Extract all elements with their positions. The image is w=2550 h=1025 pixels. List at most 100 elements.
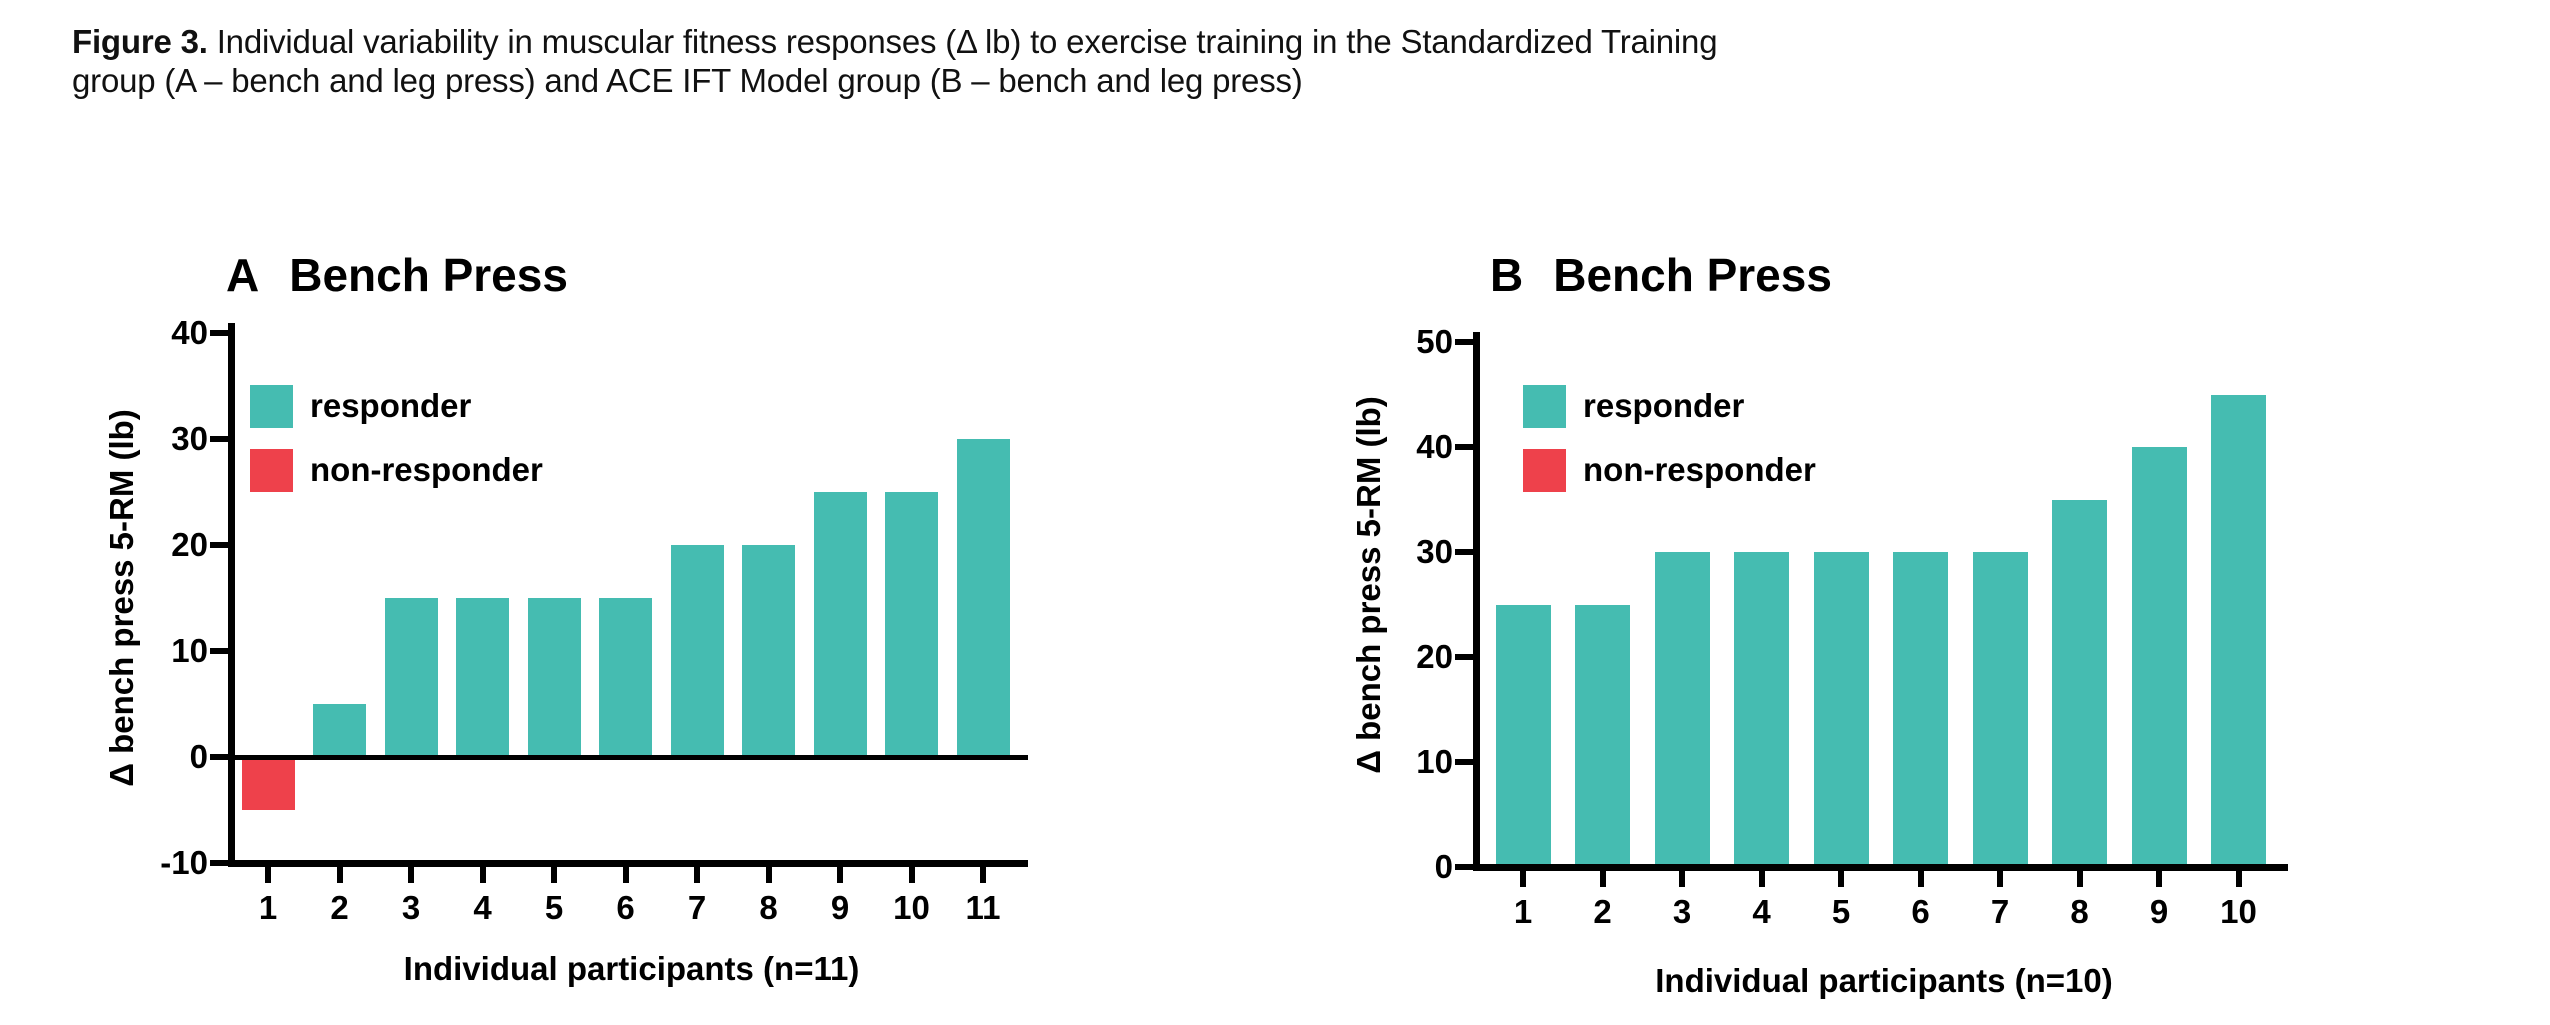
bar-a-participant-3: [384, 598, 438, 757]
chart-a-x-tick-10: [908, 867, 915, 883]
chart-b-x-tick-10: [2235, 871, 2242, 887]
chart-b-y-tick-label-50: 50: [1416, 323, 1453, 360]
bar-b-participant-1: [1495, 604, 1551, 867]
chart-a-x-tick-11: [980, 867, 986, 883]
chart-a-x-tick-3: [408, 867, 414, 883]
chart-b-x-tick-1: [1520, 871, 1526, 887]
chart-a-legend-non-responder-swatch: [250, 449, 293, 492]
chart-a-x-tick-2: [336, 867, 343, 883]
chart-a-x-tick-label-10: 10: [893, 889, 930, 926]
chart-a-y-tick-20: [210, 542, 228, 548]
bar-b-participant-2: [1575, 604, 1630, 867]
bar-b-participant-6: [1893, 552, 1948, 867]
chart-a-x-tick-6: [622, 867, 629, 883]
chart-b-x-tick-7: [1997, 871, 2003, 887]
chart-a-legend-responder-swatch: [250, 385, 293, 428]
bar-a-participant-7: [670, 545, 724, 757]
chart-a-x-tick-label-11: 11: [965, 889, 1001, 926]
figure-caption-label: Figure 3.: [72, 23, 208, 60]
chart-b-x-tick-label-3: 3: [1672, 893, 1692, 930]
chart-b-x-tick-label-4: 4: [1752, 893, 1771, 930]
chart-b-x-axis-label: Individual participants (n=10): [1655, 962, 2113, 999]
figure-caption: Figure 3. Individual variability in musc…: [72, 22, 1718, 100]
bar-a-participant-1: [241, 757, 295, 810]
bar-a-participant-5: [527, 598, 581, 757]
chart-a-y-tick--10: [210, 860, 228, 866]
chart-a-x-axis: [228, 860, 1028, 867]
bar-b-participant-4: [1734, 552, 1789, 867]
chart-b-y-tick-20: [1455, 654, 1473, 660]
chart-a-y-tick-30: [210, 436, 228, 442]
chart-b-x-tick-4: [1758, 871, 1765, 887]
bar-b-participant-10: [2211, 394, 2266, 867]
chart-b-title-text: Bench Press: [1553, 249, 1832, 301]
chart-b-legend-responder-swatch: [1523, 385, 1566, 428]
chart-a-panel-letter: A: [226, 249, 260, 301]
bar-b-participant-5: [1813, 552, 1869, 867]
bar-a-participant-9: [813, 492, 867, 757]
chart-a-legend-responder-label: responder: [310, 387, 472, 424]
bar-a-participant-11: [956, 439, 1010, 757]
bar-b-participant-7: [1972, 552, 2028, 867]
chart-a-x-axis-label: Individual participants (n=11): [403, 950, 860, 987]
chart-a-x-tick-label-6: 6: [616, 889, 635, 926]
chart-b-legend-non-responder-label: non-responder: [1583, 451, 1816, 488]
bar-a-participant-10: [885, 492, 938, 757]
chart-b-x-tick-6: [1917, 871, 1924, 887]
chart-b-y-tick-label-10: 10: [1416, 743, 1453, 780]
chart-a-x-tick-label-9: 9: [830, 889, 850, 926]
chart-b-y-tick-label-40: 40: [1416, 428, 1453, 465]
bar-a-participant-2: [313, 704, 366, 757]
chart-a-x-tick-1: [265, 867, 271, 883]
chart-a-x-tick-9: [837, 867, 843, 883]
chart-a-x-tick-7: [694, 867, 700, 883]
chart-b-x-tick-label-9: 9: [2149, 893, 2169, 930]
chart-a-x-tick-label-1: 1: [258, 889, 278, 926]
chart-b-y-axis-label: Δ bench press 5-RM (lb): [1350, 396, 1387, 774]
chart-b-x-tick-5: [1838, 871, 1844, 887]
chart-a-x-tick-5: [551, 867, 557, 883]
chart-b-x-axis: [1473, 864, 2288, 871]
chart-a-x-tick-label-5: 5: [544, 889, 564, 926]
chart-b-x-tick-label-7: 7: [1990, 893, 2010, 930]
bar-a-participant-6: [599, 598, 652, 757]
bar-b-participant-3: [1654, 552, 1710, 867]
chart-b-y-tick-label-20: 20: [1416, 638, 1453, 675]
chart-a-y-tick-10: [210, 648, 228, 654]
chart-b-legend-responder-label: responder: [1583, 387, 1745, 424]
chart-b-legend-non-responder-swatch: [1523, 449, 1566, 492]
chart-a-legend-non-responder-label: non-responder: [310, 451, 543, 488]
chart-a-x-tick-label-2: 2: [330, 889, 349, 926]
chart-b-panel-letter: B: [1490, 249, 1524, 301]
figure-caption-line2: group (A – bench and leg press) and ACE …: [72, 62, 1303, 99]
chart-b-x-tick-9: [2156, 871, 2162, 887]
chart-a-y-tick-label-30: 30: [171, 420, 208, 457]
chart-a-x-tick-label-8: 8: [759, 889, 778, 926]
chart-a-y-tick-label-20: 20: [171, 526, 208, 563]
chart-a-x-tick-8: [765, 867, 772, 883]
chart-b-x-tick-label-10: 10: [2220, 893, 2257, 930]
chart-a-zero-line: [235, 755, 1028, 760]
chart-b-y-tick-label-30: 30: [1416, 533, 1453, 570]
chart-a-y-axis: [228, 323, 235, 867]
bar-a-participant-8: [742, 545, 795, 757]
chart-a-x-tick-label-3: 3: [401, 889, 421, 926]
figure-caption-line1: Figure 3. Individual variability in musc…: [72, 22, 1718, 61]
chart-a-y-tick-label-10: 10: [171, 632, 208, 669]
chart-b-y-axis: [1473, 332, 1480, 871]
chart-b-x-tick-label-2: 2: [1593, 893, 1612, 930]
chart-a-y-tick-label--10: -10: [160, 844, 208, 881]
chart-b-y-tick-50: [1455, 339, 1473, 345]
chart-b-x-tick-label-5: 5: [1831, 893, 1851, 930]
chart-a-title: A Bench Press: [226, 248, 568, 302]
chart-a-y-tick-label-0: 0: [189, 738, 208, 775]
chart-b-y-tick-30: [1455, 549, 1473, 555]
chart-b-y-tick-10: [1455, 759, 1473, 765]
figure-caption-text1: Individual variability in muscular fitne…: [216, 23, 1718, 60]
chart-a-x-tick-4: [479, 867, 486, 883]
chart-b-y-tick-40: [1455, 444, 1473, 450]
chart-b-x-tick-label-8: 8: [2070, 893, 2089, 930]
chart-b-x-tick-label-6: 6: [1911, 893, 1930, 930]
chart-a-y-tick-40: [210, 330, 228, 336]
chart-a-y-axis-label: Δ bench press 5-RM (lb): [103, 409, 140, 787]
